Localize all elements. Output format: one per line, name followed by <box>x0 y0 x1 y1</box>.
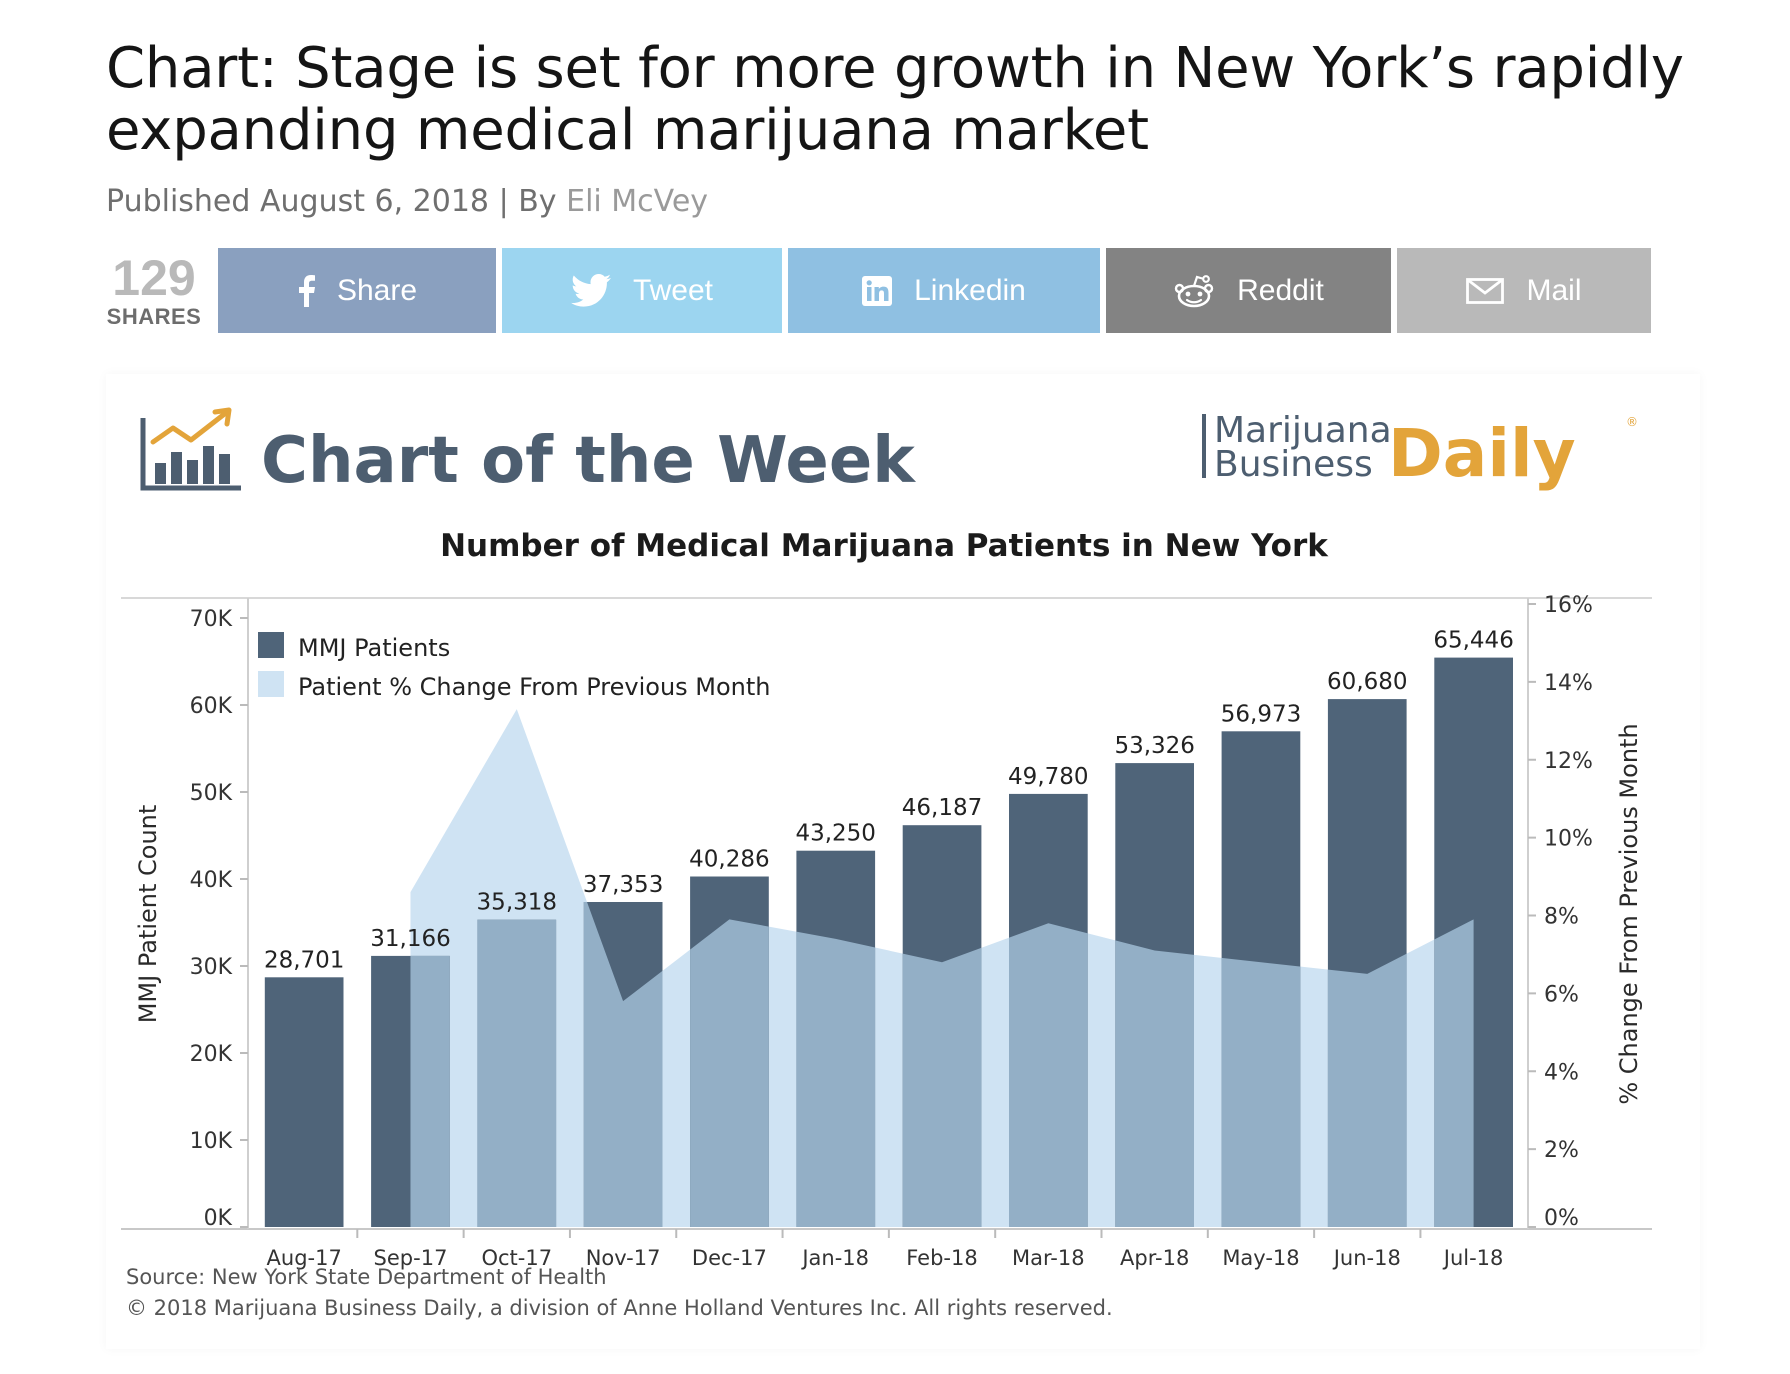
y-tick-50K: 50K <box>190 781 233 806</box>
twitter-share-button[interactable]: Tweet <box>502 248 782 333</box>
facebook-icon <box>297 274 315 307</box>
bar-label-Nov-17: 37,353 <box>583 872 663 898</box>
bar-label-Aug-17: 28,701 <box>264 947 344 973</box>
bar-label-Jan-18: 43,250 <box>795 821 875 847</box>
bar-label-Oct-17: 35,318 <box>477 890 557 916</box>
share-count: 129 SHARES <box>104 252 204 330</box>
y-tick-40K: 40K <box>190 868 233 893</box>
brand-registered-mark: ® <box>1626 415 1638 429</box>
x-tick-Mar-18: Mar-18 <box>1012 1246 1085 1270</box>
by-label: By <box>518 184 557 219</box>
facebook-share-button[interactable]: Share <box>218 248 496 333</box>
y2-tick-8: 16% <box>1544 593 1593 618</box>
x-tick-Jan-18: Jan-18 <box>800 1246 869 1270</box>
article-headline: Chart: Stage is set for more growth in N… <box>106 36 1684 163</box>
bar-overlap-Sep-17 <box>410 955 450 1227</box>
x-tick-Dec-17: Dec-17 <box>692 1246 767 1270</box>
chart-of-week-heading: Chart of the Week <box>261 424 916 498</box>
linkedin-share-button[interactable]: Linkedin <box>788 248 1100 333</box>
y2-tick-0: 0% <box>1544 1206 1579 1231</box>
y-tick-30K: 30K <box>190 955 233 980</box>
chart-legend: MMJ Patients Patient % Change From Previ… <box>258 632 771 701</box>
chart-card: Chart of the Week Marijuana Business Dai… <box>106 374 1700 1349</box>
brand-daily: Daily <box>1388 415 1576 492</box>
x-tick-Apr-18: Apr-18 <box>1120 1246 1189 1270</box>
x-tick-Feb-18: Feb-18 <box>906 1246 977 1270</box>
chart-svg: Chart of the Week Marijuana Business Dai… <box>121 407 1652 1320</box>
reddit-share-label: Reddit <box>1237 273 1324 307</box>
reddit-icon <box>1173 274 1215 308</box>
legend-swatch-patients <box>258 632 284 658</box>
y-tick-0K: 0K <box>204 1206 233 1231</box>
linkedin-share-label: Linkedin <box>914 273 1026 307</box>
y2-tick-1: 2% <box>1544 1138 1579 1163</box>
chart-of-week-icon <box>140 407 241 491</box>
bar-label-Jul-18: 65,446 <box>1433 628 1513 654</box>
legend-label-patients: MMJ Patients <box>298 634 450 662</box>
brand-line-1: Marijuana <box>1214 410 1392 451</box>
x-tick-Jul-18: Jul-18 <box>1442 1246 1504 1270</box>
bar-overlap-Oct-17 <box>477 919 557 1227</box>
chart-copyright: © 2018 Marijuana Business Daily, a divis… <box>126 1296 1113 1320</box>
bar-label-May-18: 56,973 <box>1221 701 1301 727</box>
facebook-share-label: Share <box>336 273 418 307</box>
meta-separator: | <box>498 184 509 219</box>
mail-share-label: Mail <box>1526 273 1582 307</box>
chart-source: Source: New York State Department of Hea… <box>126 1265 607 1289</box>
marijuana-business-daily-logo: Marijuana Business Daily ® <box>1202 410 1638 492</box>
y-tick-60K: 60K <box>190 694 233 719</box>
y-tick-10K: 10K <box>190 1129 233 1154</box>
x-tick-Nov-17: Nov-17 <box>586 1246 661 1270</box>
y-tick-70K: 70K <box>190 607 233 632</box>
legend-swatch-change <box>258 671 284 697</box>
article-meta: Published August 6, 2018 | By Eli McVey <box>106 184 708 219</box>
y2-tick-4: 8% <box>1544 905 1579 930</box>
published-prefix: Published <box>106 184 251 219</box>
bar-label-Sep-17: 31,166 <box>370 926 450 952</box>
y-axis-label: MMJ Patient Count <box>134 805 162 1024</box>
y2-tick-7: 14% <box>1544 671 1593 696</box>
share-count-label: SHARES <box>106 304 202 329</box>
bar-label-Feb-18: 46,187 <box>902 795 982 821</box>
published-date: August 6, 2018 <box>259 184 490 219</box>
twitter-icon <box>571 274 611 307</box>
bar-label-Mar-18: 49,780 <box>1008 764 1088 790</box>
bar-label-Dec-17: 40,286 <box>689 847 769 873</box>
x-tick-Aug-17: Aug-17 <box>267 1246 342 1270</box>
bar-Aug-17 <box>264 977 344 1227</box>
chart-title: Number of Medical Marijuana Patients in … <box>440 528 1329 564</box>
mail-share-button[interactable]: Mail <box>1397 248 1651 333</box>
bar-label-Jun-18: 60,680 <box>1327 669 1407 695</box>
author-link[interactable]: Eli McVey <box>566 184 709 219</box>
reddit-share-button[interactable]: Reddit <box>1106 248 1391 333</box>
x-tick-Sep-17: Sep-17 <box>374 1246 448 1270</box>
y-tick-20K: 20K <box>190 1042 233 1067</box>
x-tick-May-18: May-18 <box>1222 1246 1299 1270</box>
linkedin-icon <box>862 275 893 306</box>
y2-axis-label: % Change From Previous Month <box>1615 723 1643 1104</box>
twitter-share-label: Tweet <box>632 273 714 307</box>
legend-label-change: Patient % Change From Previous Month <box>298 673 771 701</box>
x-tick-Jun-18: Jun-18 <box>1332 1246 1401 1270</box>
share-count-number: 129 <box>112 250 196 306</box>
x-tick-Oct-17: Oct-17 <box>481 1246 552 1270</box>
y2-tick-6: 12% <box>1544 749 1593 774</box>
y2-tick-5: 10% <box>1544 827 1593 852</box>
mail-icon <box>1466 277 1505 304</box>
y2-tick-2: 4% <box>1544 1060 1579 1085</box>
y2-tick-3: 6% <box>1544 982 1579 1007</box>
brand-line-2: Business <box>1214 444 1373 485</box>
bar-label-Apr-18: 53,326 <box>1114 733 1194 759</box>
